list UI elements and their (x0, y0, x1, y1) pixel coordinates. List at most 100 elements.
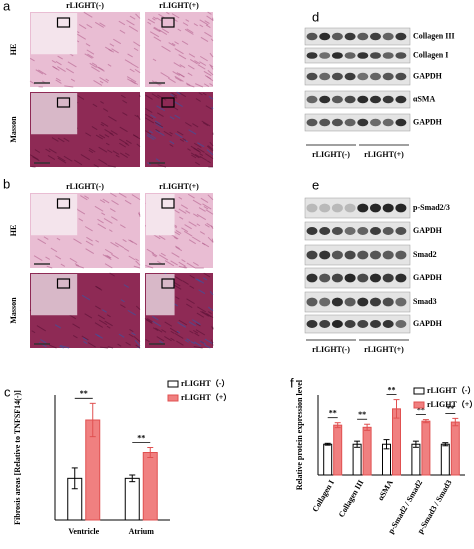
tissue-fiber (174, 236, 178, 240)
tissue-fiber (178, 265, 186, 269)
tissue-fiber (202, 203, 212, 210)
tissue-fiber (120, 304, 126, 309)
tissue-fiber (209, 141, 214, 147)
tissue-fiber (125, 341, 131, 346)
tissue-fiber (206, 312, 214, 319)
tissue-fiber (194, 153, 201, 159)
tissue-fiber (64, 85, 74, 88)
tissue-fiber (128, 333, 134, 338)
tissue-fiber (174, 48, 184, 55)
tissue-fiber (100, 123, 105, 127)
tissue-fiber (186, 28, 194, 34)
blot-label: GAPDH (413, 117, 443, 126)
tissue-fiber (200, 310, 210, 317)
blot-band (382, 32, 394, 41)
tissue-fiber (203, 83, 210, 87)
tissue-fiber (125, 139, 132, 144)
blot-band (344, 118, 356, 127)
tissue-fiber (84, 226, 93, 232)
blot-band (306, 118, 318, 127)
tissue-fiber (119, 224, 126, 229)
tissue-fiber (131, 63, 139, 69)
tissue-fiber (184, 224, 192, 230)
blot-band (306, 273, 318, 283)
blot-band (331, 250, 343, 260)
tissue-fiber (95, 65, 105, 72)
tissue-fiber (59, 345, 64, 349)
tissue-fiber (197, 64, 206, 70)
tissue-fiber (152, 254, 157, 258)
tissue-fiber (98, 158, 108, 165)
tissue-fiber (185, 19, 190, 22)
x-tick-label: Atrium (129, 527, 155, 536)
tissue-fiber (109, 208, 116, 213)
tissue-fiber (145, 113, 154, 120)
tissue-fiber (153, 16, 158, 20)
blot-band (319, 227, 331, 235)
tissue-fiber (174, 75, 184, 82)
tissue-fiber (197, 306, 207, 313)
tissue-fiber (192, 261, 199, 267)
tissue-fiber (57, 157, 67, 164)
tissue-fiber (209, 52, 214, 58)
tissue-fiber (199, 340, 206, 345)
tissue-fiber (33, 255, 43, 262)
blot-band (344, 297, 356, 307)
tissue-fiber (119, 126, 128, 133)
tissue-fiber (31, 330, 36, 334)
bar (392, 408, 401, 476)
tissue-fiber (144, 117, 155, 124)
tissue-fiber (87, 53, 94, 59)
blot-band (395, 118, 407, 127)
tissue-fiber (76, 33, 87, 40)
legend-swatch (413, 387, 425, 395)
tissue-fiber (160, 72, 170, 79)
tissue-fiber (111, 216, 118, 221)
blot-band (344, 320, 356, 328)
tissue-fiber (88, 149, 94, 154)
tissue-fiber (135, 305, 141, 310)
tissue-fiber (123, 284, 129, 288)
tissue-fiber (195, 98, 201, 102)
blot-label: GAPDH (413, 319, 443, 328)
legend-swatch (167, 394, 179, 402)
blot-band (306, 72, 318, 81)
tissue-fiber (187, 72, 193, 77)
error-bar (89, 402, 96, 438)
tissue-fiber (170, 337, 175, 341)
blot-label: Collagen III (413, 31, 455, 40)
tissue-fiber (192, 199, 202, 206)
bar (411, 443, 421, 476)
tissue-fiber (206, 149, 214, 156)
error-bar (442, 442, 449, 447)
tissue-fiber (178, 319, 188, 326)
tissue-fiber (199, 231, 206, 235)
tissue-fiber (207, 145, 214, 150)
tissue-fiber (40, 339, 47, 344)
blot-band (319, 297, 331, 307)
blot-band (344, 250, 356, 260)
tissue-fiber (174, 332, 184, 339)
x-tick-label: Collagen III (337, 478, 366, 519)
tissue-fiber (81, 294, 91, 301)
legend-label: rLIGHT（-） (181, 378, 229, 388)
tissue-fiber (164, 260, 175, 267)
blot-band (370, 227, 381, 235)
bar (440, 443, 450, 476)
tissue-fiber (95, 305, 101, 310)
zoom-box (56, 198, 71, 209)
blot-band (306, 52, 318, 59)
tissue-fiber (205, 209, 214, 215)
blot-band (344, 203, 356, 213)
blot-band (319, 95, 331, 104)
tissue-fiber (210, 225, 214, 229)
tissue-fiber (72, 323, 81, 329)
tissue-fiber (182, 280, 189, 285)
tissue-fiber (83, 11, 93, 18)
tissue-fiber (193, 213, 199, 218)
tissue-fiber (178, 208, 187, 214)
tissue-fiber (113, 38, 122, 45)
tissue-fiber (199, 19, 209, 26)
tissue-fiber (209, 291, 214, 296)
blot-band (357, 320, 369, 328)
